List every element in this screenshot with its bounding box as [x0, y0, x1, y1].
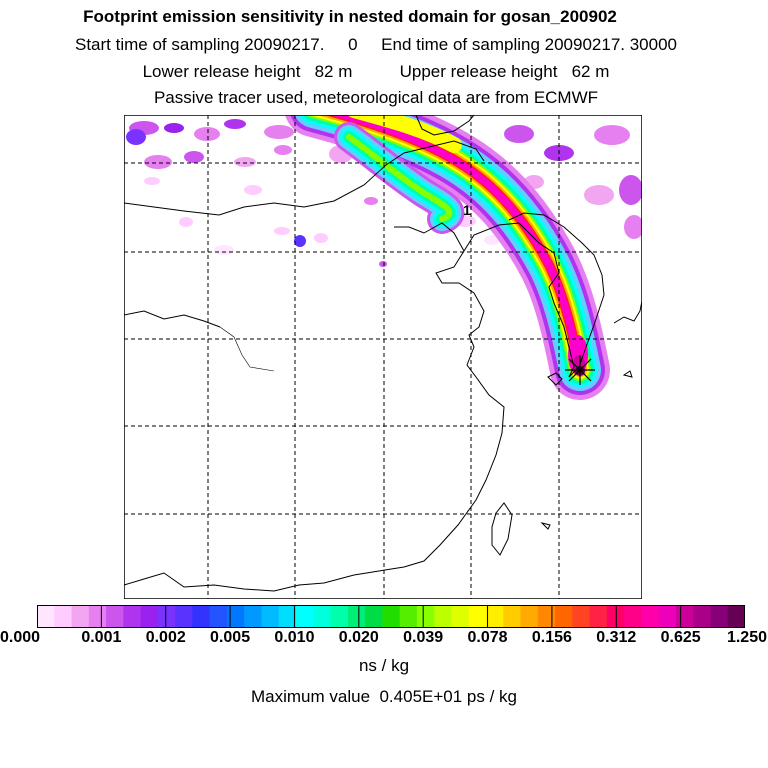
- plume-band: [329, 115, 584, 374]
- sensitivity-patch: [379, 261, 387, 267]
- colorbar-cell: [175, 605, 194, 628]
- colorbar-cell: [624, 605, 642, 628]
- colorbar-cell: [468, 605, 487, 628]
- tracer-info: Passive tracer used, meteorological data…: [153, 88, 599, 107]
- colorbar-cell: [365, 605, 383, 628]
- sensitivity-patch: [179, 217, 193, 227]
- colorbar-cells: [37, 605, 745, 628]
- colorbar-cell: [520, 605, 539, 628]
- sensitivity-patch: [619, 175, 642, 205]
- colorbar-cell: [226, 605, 245, 628]
- sensitivity-patch: [244, 185, 262, 195]
- colorbar-cell: [485, 605, 504, 628]
- plot-title: Footprint emission sensitivity in nested…: [83, 7, 617, 26]
- maximum-value: Maximum value 0.405E+01 ps / kg: [251, 687, 517, 706]
- colorbar-tick-label: 0.156: [531, 629, 572, 646]
- colorbar-cell: [106, 605, 124, 628]
- colorbar-cell: [572, 605, 591, 628]
- colorbar-cell: [123, 605, 142, 628]
- colorbar-tick-label: 0.010: [274, 629, 315, 646]
- colorbar-cell: [313, 605, 332, 628]
- sensitivity-patch: [624, 215, 642, 239]
- colorbar-cell: [140, 605, 159, 628]
- sensitivity-patch: [274, 145, 292, 155]
- colorbar-cell: [330, 605, 349, 628]
- colorbar-cell: [675, 605, 694, 628]
- sensitivity-patch: [504, 125, 534, 143]
- sampling-time: Start time of sampling 20090217. 0 End t…: [75, 35, 677, 54]
- release-marker: [565, 355, 595, 385]
- colorbar-cell: [555, 605, 573, 628]
- colorbar-cell: [278, 605, 297, 628]
- colorbar-frame: [37, 605, 745, 628]
- colorbar-tick-label: 0.078: [467, 629, 508, 646]
- colorbar-cell: [727, 605, 745, 628]
- colorbar-cell: [347, 605, 366, 628]
- colorbar-tick-label: 1.250: [726, 629, 767, 646]
- colorbar-cell: [451, 605, 470, 628]
- colorbar-cell: [37, 605, 55, 628]
- colorbar-cell: [416, 605, 435, 628]
- sensitivity-patch: [294, 235, 306, 247]
- colorbar-cell: [54, 605, 73, 628]
- plume-core: [347, 115, 462, 153]
- colorbar-cell: [693, 605, 712, 628]
- colorbar-tick-label: 0.002: [145, 629, 186, 646]
- colorbar-dividers: [100, 605, 682, 628]
- grid-lines: [124, 115, 642, 599]
- colorbar-tick-label: 0.625: [660, 629, 701, 646]
- colorbar: [37, 605, 745, 628]
- colorbar-cell: [537, 605, 556, 628]
- colorbar-units: ns / kg: [358, 656, 410, 675]
- sensitivity-patch: [194, 127, 220, 141]
- colorbar-cell: [88, 605, 107, 628]
- colorbar-tick-label: 0.000: [0, 629, 41, 646]
- sensitivity-patch: [364, 197, 378, 205]
- colorbar-cell: [261, 605, 280, 628]
- sensitivity-patch: [224, 119, 246, 129]
- colorbar-cell: [641, 605, 660, 628]
- colorbar-tick-label: 0.312: [596, 629, 637, 646]
- colorbar-cell: [244, 605, 263, 628]
- trajectory-label: 1: [463, 202, 471, 218]
- colorbar-cell: [589, 605, 608, 628]
- colorbar-cell: [399, 605, 418, 628]
- sensitivity-patch: [164, 123, 184, 133]
- colorbar-tick-label: 0.001: [81, 629, 122, 646]
- sensitivity-patch: [264, 125, 294, 139]
- colorbar-cell: [209, 605, 228, 628]
- colorbar-tick-label: 0.039: [403, 629, 444, 646]
- colorbar-cell: [296, 605, 314, 628]
- colorbar-cell: [71, 605, 90, 628]
- sensitivity-patch: [184, 151, 204, 163]
- sensitivity-patch: [214, 245, 234, 255]
- coastlines: [124, 115, 642, 592]
- footprint-map: 1: [124, 115, 642, 599]
- sensitivity-patch: [234, 157, 256, 167]
- colorbar-cell: [157, 605, 176, 628]
- release-height: Lower release height 82 m Upper release …: [142, 62, 610, 81]
- sensitivity-patch: [144, 177, 160, 185]
- colorbar-tick-label: 0.020: [338, 629, 379, 646]
- colorbar-cell: [658, 605, 677, 628]
- plume-branch: [346, 134, 453, 222]
- sensitivity-patch: [126, 129, 146, 145]
- colorbar-cell: [710, 605, 729, 628]
- colorbar-cell: [503, 605, 522, 628]
- sensitivity-patch: [584, 185, 614, 205]
- plume-layer: [126, 115, 642, 400]
- colorbar-cell: [434, 605, 453, 628]
- sensitivity-patch: [314, 233, 328, 243]
- sensitivity-patch: [144, 155, 172, 169]
- sensitivity-patch: [274, 227, 290, 235]
- sensitivity-patch: [594, 125, 630, 145]
- colorbar-tick-label: 0.005: [210, 629, 251, 646]
- sensitivity-patch: [484, 235, 500, 245]
- colorbar-cell: [192, 605, 211, 628]
- colorbar-cell: [382, 605, 401, 628]
